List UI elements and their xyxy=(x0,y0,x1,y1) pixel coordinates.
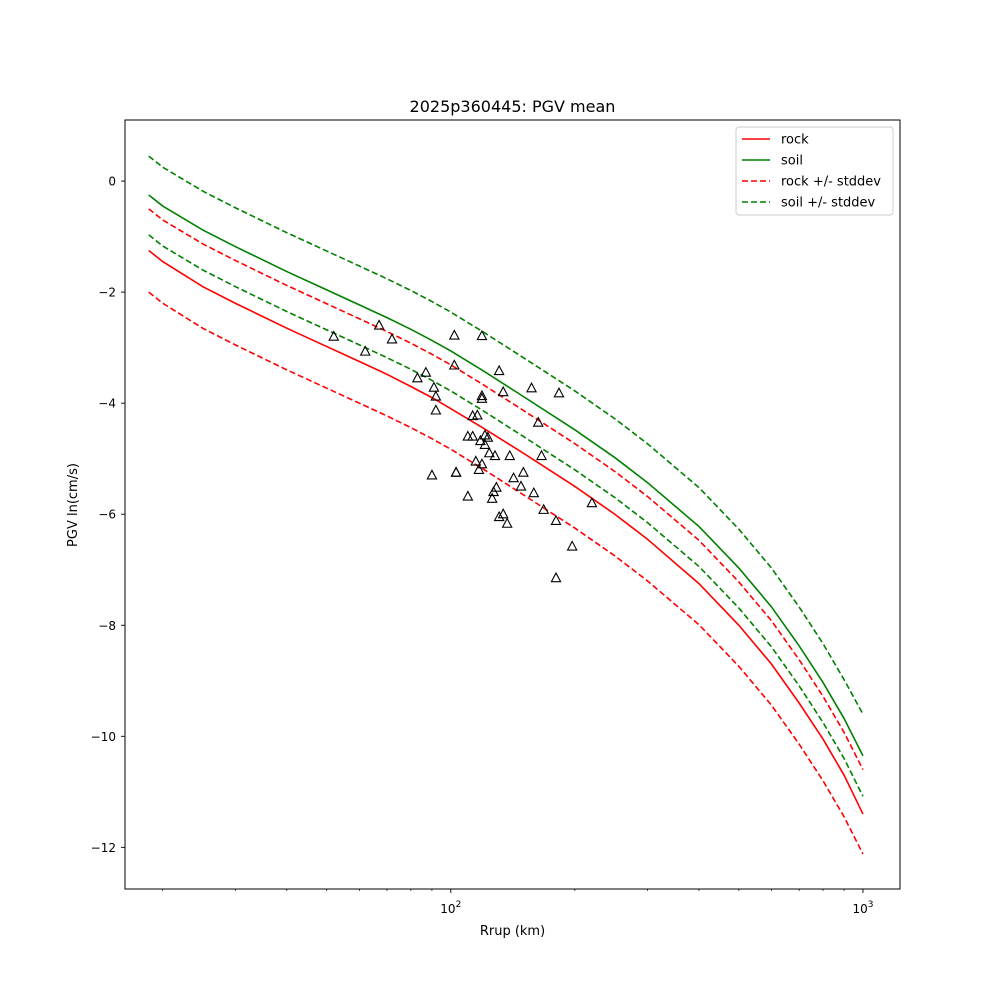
observation-marker xyxy=(474,434,486,446)
legend: rock soil rock +/- stddev soil +/- stddev xyxy=(735,126,894,216)
observation-marker xyxy=(532,416,544,427)
legend-label: rock xyxy=(781,133,809,148)
observation-marker xyxy=(490,481,502,492)
observation-marker xyxy=(504,449,516,461)
observation-marker xyxy=(411,372,423,383)
plot-frame xyxy=(124,119,901,890)
legend-label: soil xyxy=(781,154,803,169)
series-line-4 xyxy=(148,155,864,715)
observation-marker xyxy=(550,571,562,583)
x-tick-label: 102 xyxy=(440,900,461,916)
observation-marker xyxy=(497,385,509,397)
observation-marker xyxy=(373,319,385,330)
series-line-3 xyxy=(148,291,864,855)
observation-marker xyxy=(515,480,527,491)
series-line-1 xyxy=(148,194,864,757)
x-tick-label: 103 xyxy=(852,900,873,916)
observation-marker xyxy=(550,514,562,526)
observation-marker xyxy=(538,503,550,514)
observation-marker xyxy=(535,449,548,461)
plot-markers xyxy=(328,319,598,583)
series-line-0 xyxy=(148,249,864,815)
observation-marker xyxy=(328,330,340,341)
observation-marker xyxy=(489,449,501,461)
chart-title: 2025p360445: PGV mean xyxy=(410,97,616,116)
observation-marker xyxy=(497,508,509,519)
y-tick-label: −2 xyxy=(98,286,116,300)
y-tick-label: −6 xyxy=(98,508,116,522)
y-tick-label: −12 xyxy=(91,841,116,855)
observation-marker xyxy=(448,329,460,340)
observation-marker xyxy=(493,510,505,522)
y-axis: 0 −2 −4 −6 −8 −10 −12 xyxy=(91,175,125,855)
observation-marker xyxy=(501,517,513,528)
observation-marker xyxy=(476,392,488,403)
observation-marker xyxy=(553,387,565,398)
legend-label: soil +/- stddev xyxy=(781,196,876,211)
observation-marker xyxy=(517,466,529,477)
observation-marker xyxy=(450,466,462,477)
x-axis-label: Rrup (km) xyxy=(480,924,545,939)
observation-marker xyxy=(526,382,538,393)
observation-marker xyxy=(508,471,520,483)
observation-marker xyxy=(586,496,598,508)
series-line-5 xyxy=(148,234,864,797)
observation-marker xyxy=(566,540,578,551)
observation-marker xyxy=(386,333,398,344)
observation-marker xyxy=(476,458,488,469)
observation-marker xyxy=(420,366,432,377)
observation-marker xyxy=(471,409,483,420)
legend-box xyxy=(735,126,894,216)
series-line-2 xyxy=(148,208,864,770)
y-tick-label: −4 xyxy=(98,397,116,411)
observation-marker xyxy=(428,381,440,392)
observation-marker xyxy=(470,455,482,466)
observation-marker xyxy=(430,404,442,415)
plot-lines xyxy=(148,155,864,855)
observation-marker xyxy=(476,329,488,341)
observation-marker xyxy=(448,359,460,370)
observation-marker xyxy=(467,430,479,441)
observation-marker xyxy=(462,490,474,501)
observation-marker xyxy=(486,492,498,503)
y-tick-label: −8 xyxy=(98,619,116,633)
observation-marker xyxy=(528,486,540,498)
observation-marker xyxy=(430,390,442,401)
observation-marker xyxy=(483,446,495,458)
observation-marker xyxy=(493,364,505,376)
observation-marker xyxy=(359,345,371,356)
observation-marker xyxy=(476,389,488,401)
x-axis: 102 103 xyxy=(162,889,873,916)
legend-label: rock +/- stddev xyxy=(781,175,881,190)
y-tick-label: 0 xyxy=(108,175,116,189)
observation-marker xyxy=(482,431,494,442)
observation-marker xyxy=(479,438,491,449)
observation-marker xyxy=(426,469,438,480)
y-axis-label: PGV ln(cm/s) xyxy=(66,463,81,547)
observation-marker xyxy=(473,463,485,474)
y-tick-label: −10 xyxy=(91,730,116,744)
